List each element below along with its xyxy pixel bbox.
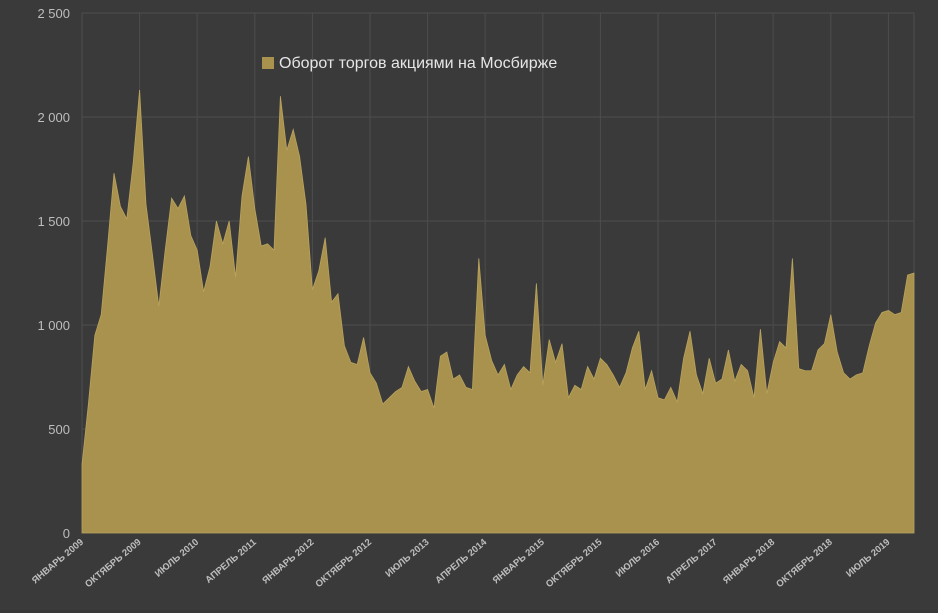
x-tick-label: АПРЕЛЬ 2017 <box>664 537 720 586</box>
legend: Оборот торгов акциями на Мосбирже <box>262 55 557 72</box>
legend-label: Оборот торгов акциями на Мосбирже <box>279 55 557 72</box>
x-tick-label: ЯНВАРЬ 2009 <box>30 537 86 586</box>
y-tick-label: 500 <box>48 422 70 437</box>
x-tick-label: АПРЕЛЬ 2014 <box>433 536 489 586</box>
x-tick-label: ИЮЛЬ 2016 <box>614 537 662 580</box>
series-area <box>81 89 915 534</box>
y-tick-label: 2 500 <box>37 6 70 21</box>
x-tick-label: ОКТЯБРЬ 2009 <box>83 537 143 590</box>
x-tick-label: ЯНВАРЬ 2018 <box>721 537 777 586</box>
x-tick-label: ОКТЯБРЬ 2018 <box>774 537 834 590</box>
y-axis-ticks: 0 500 1 000 1 500 2 000 2 500 <box>37 6 70 541</box>
x-tick-label: АПРЕЛЬ 2011 <box>203 536 259 585</box>
x-tick-label: ИЮЛЬ 2013 <box>383 537 431 580</box>
y-tick-label: 2 000 <box>37 110 70 125</box>
x-tick-label: ИЮЛЬ 2019 <box>844 537 892 580</box>
y-tick-label: 1 500 <box>37 214 70 229</box>
x-tick-label: ИЮЛЬ 2010 <box>153 537 201 580</box>
x-tick-label: ЯНВАРЬ 2015 <box>491 536 548 586</box>
series-layer <box>81 89 915 534</box>
legend-swatch <box>262 57 274 69</box>
y-tick-label: 0 <box>63 526 70 541</box>
y-tick-label: 1 000 <box>37 318 70 333</box>
x-tick-label: ОКТЯБРЬ 2012 <box>313 537 373 590</box>
x-tick-label: ОКТЯБРЬ 2015 <box>544 536 605 590</box>
x-tick-label: ЯНВАРЬ 2012 <box>260 537 316 586</box>
